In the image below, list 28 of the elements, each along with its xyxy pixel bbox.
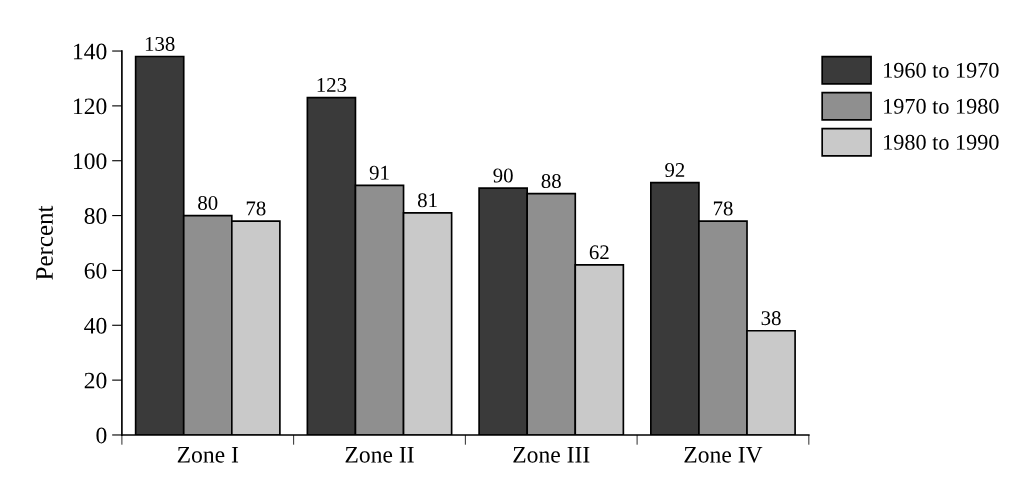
data-label: 88 [541,173,561,189]
y-tick-label: 60 [84,262,107,279]
x-tick-label: Zone II [345,447,414,463]
data-label: 78 [713,201,733,216]
x-tick-label: Zone IV [684,447,763,463]
data-label: 90 [493,168,513,183]
data-label: 91 [369,165,389,180]
data-label: 78 [246,201,266,216]
data-label: 81 [417,193,437,208]
data-label: 123 [317,78,347,93]
data-label: 80 [198,195,218,210]
y-axis-title: Percent [36,205,53,280]
y-tick-label: 0 [96,427,107,444]
data-label: 92 [665,163,685,178]
data-label: 38 [761,311,781,326]
y-tick-label: 40 [84,317,107,334]
legend-label: 1960 to 1970 [884,62,999,78]
x-tick-label: Zone III [513,447,590,463]
y-tick-label: 140 [73,43,107,60]
y-tick-label: 20 [84,372,107,389]
y-tick-label: 100 [73,153,107,170]
legend-label: 1980 to 1990 [884,134,999,150]
x-tick-label: Zone I [177,447,239,463]
y-tick-label: 80 [84,208,107,224]
data-label: 62 [589,245,609,260]
y-tick-label: 120 [73,98,107,115]
data-label: 138 [145,36,175,51]
legend-label: 1970 to 1980 [884,98,999,114]
